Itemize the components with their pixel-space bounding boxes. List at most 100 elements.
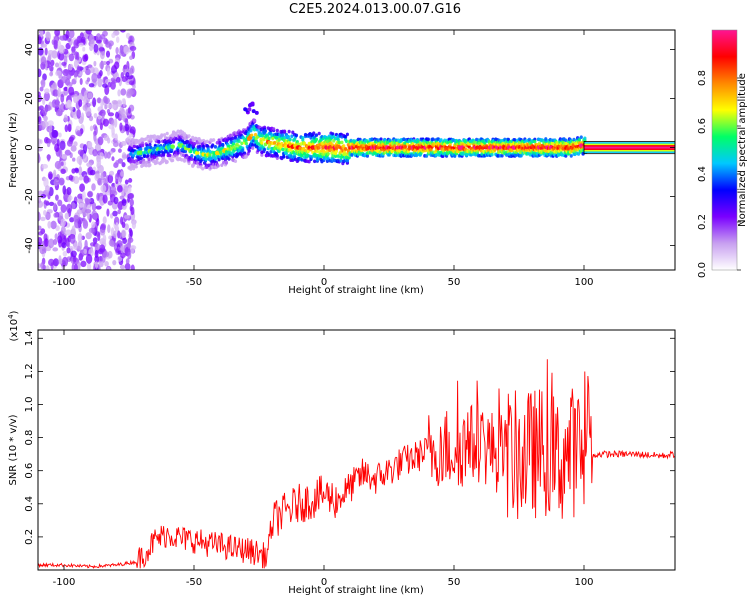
- ridge-cell: [441, 154, 445, 158]
- noise-speckle: [66, 71, 72, 80]
- noise-speckle: [99, 152, 104, 160]
- ridge-cell: [290, 134, 294, 139]
- snr-y-label: SNR (10 * v/v): [8, 414, 19, 485]
- y-tick-label: 1.2: [24, 363, 35, 379]
- y-tick-label: -40: [24, 237, 35, 253]
- ridge-cell: [329, 147, 333, 152]
- noise-speckle: [53, 39, 58, 49]
- noise-speckle: [58, 177, 65, 186]
- noise-speckle: [125, 258, 130, 265]
- ridge-cell: [204, 157, 208, 161]
- noise-speckle: [102, 216, 107, 224]
- noise-speckle: [68, 86, 75, 96]
- ridge-cell: [339, 158, 343, 163]
- noise-speckle: [42, 120, 49, 128]
- noise-speckle: [44, 47, 48, 56]
- ridge-cell: [336, 137, 340, 142]
- noise-speckle: [96, 97, 102, 104]
- ridge-cell: [146, 134, 150, 139]
- ridge-cell: [513, 138, 517, 142]
- noise-speckle: [84, 209, 92, 214]
- noise-speckle: [96, 158, 102, 167]
- noise-speckle: [40, 194, 47, 199]
- ridge-cell: [368, 150, 372, 155]
- ridge-cell: [448, 142, 452, 147]
- noise-speckle: [121, 230, 126, 238]
- x-tick-label: 0: [321, 277, 327, 288]
- colorbar-bar: [712, 30, 737, 270]
- noise-speckle: [124, 118, 129, 126]
- noise-speckle: [94, 261, 99, 269]
- noise-speckle: [127, 251, 132, 260]
- y-tick-label: 0.6: [24, 463, 35, 479]
- noise-speckle: [96, 192, 100, 201]
- ridge-cell: [478, 145, 482, 149]
- noise-speckle: [108, 124, 115, 130]
- ridge-cell: [281, 133, 285, 137]
- ridge-cell: [213, 157, 218, 161]
- ridge-cell: [296, 142, 300, 147]
- ridge-cell: [192, 141, 197, 146]
- ridge-cell: [176, 129, 180, 134]
- noise-speckle: [38, 236, 43, 246]
- ridge-cell: [334, 149, 339, 153]
- noise-speckle: [39, 86, 44, 92]
- noise-speckle: [86, 262, 92, 270]
- noise-speckle: [98, 260, 104, 268]
- noise-speckle: [50, 59, 55, 67]
- secondary-blob-cell: [247, 103, 252, 108]
- ridge-cell: [212, 138, 216, 142]
- noise-speckle: [124, 179, 129, 185]
- noise-speckle: [107, 250, 113, 259]
- noise-speckle: [40, 216, 46, 222]
- ridge-cell: [283, 135, 287, 140]
- noise-speckle: [76, 198, 83, 204]
- ridge-cell: [239, 130, 243, 135]
- noise-speckle: [87, 191, 93, 198]
- ridge-cell: [275, 154, 279, 158]
- ridge-cell: [202, 149, 207, 153]
- noise-speckle: [119, 122, 123, 131]
- ridge-cell: [426, 137, 430, 142]
- x-tick-label: 50: [448, 277, 461, 288]
- noise-speckle: [40, 262, 44, 270]
- noise-speckle: [114, 133, 118, 141]
- ridge-cell: [155, 157, 159, 161]
- noise-speckle: [44, 238, 49, 247]
- ridge-cell: [263, 142, 268, 147]
- noise-speckle: [112, 141, 119, 148]
- ridge-cell: [336, 154, 340, 158]
- noise-speckle: [119, 106, 124, 116]
- noise-speckle: [129, 55, 133, 61]
- noise-speckle: [69, 217, 75, 223]
- noise-speckle: [107, 81, 112, 88]
- ridge-cell: [312, 131, 316, 135]
- noise-speckle: [104, 104, 108, 110]
- noise-speckle: [129, 126, 136, 136]
- noise-speckle: [121, 161, 126, 168]
- noise-speckle: [67, 123, 72, 133]
- noise-speckle: [97, 178, 103, 186]
- noise-speckle: [62, 250, 68, 257]
- ridge-cell: [149, 145, 153, 150]
- noise-speckle: [49, 65, 54, 72]
- noise-speckle: [88, 115, 94, 122]
- noise-speckle: [125, 71, 130, 78]
- noise-speckle: [123, 214, 130, 219]
- noise-speckle: [47, 220, 52, 229]
- ridge-cell: [157, 150, 161, 155]
- noise-speckle: [58, 52, 65, 61]
- noise-speckle: [111, 32, 116, 39]
- noise-speckle: [93, 43, 99, 53]
- snr-series-line: [38, 359, 675, 569]
- noise-speckle: [82, 104, 88, 111]
- snr-y-axis: 0.2 0.4 0.6 0.8 1.0 1.2 1.4: [24, 330, 675, 545]
- noise-speckle: [42, 97, 46, 106]
- ridge-cell: [343, 147, 348, 151]
- ridge-cell: [288, 137, 292, 142]
- ridge-cell: [269, 150, 273, 154]
- ridge-cell: [221, 142, 225, 147]
- ridge-cell: [275, 128, 279, 133]
- noise-speckle: [45, 185, 51, 193]
- noise-speckle: [100, 172, 105, 181]
